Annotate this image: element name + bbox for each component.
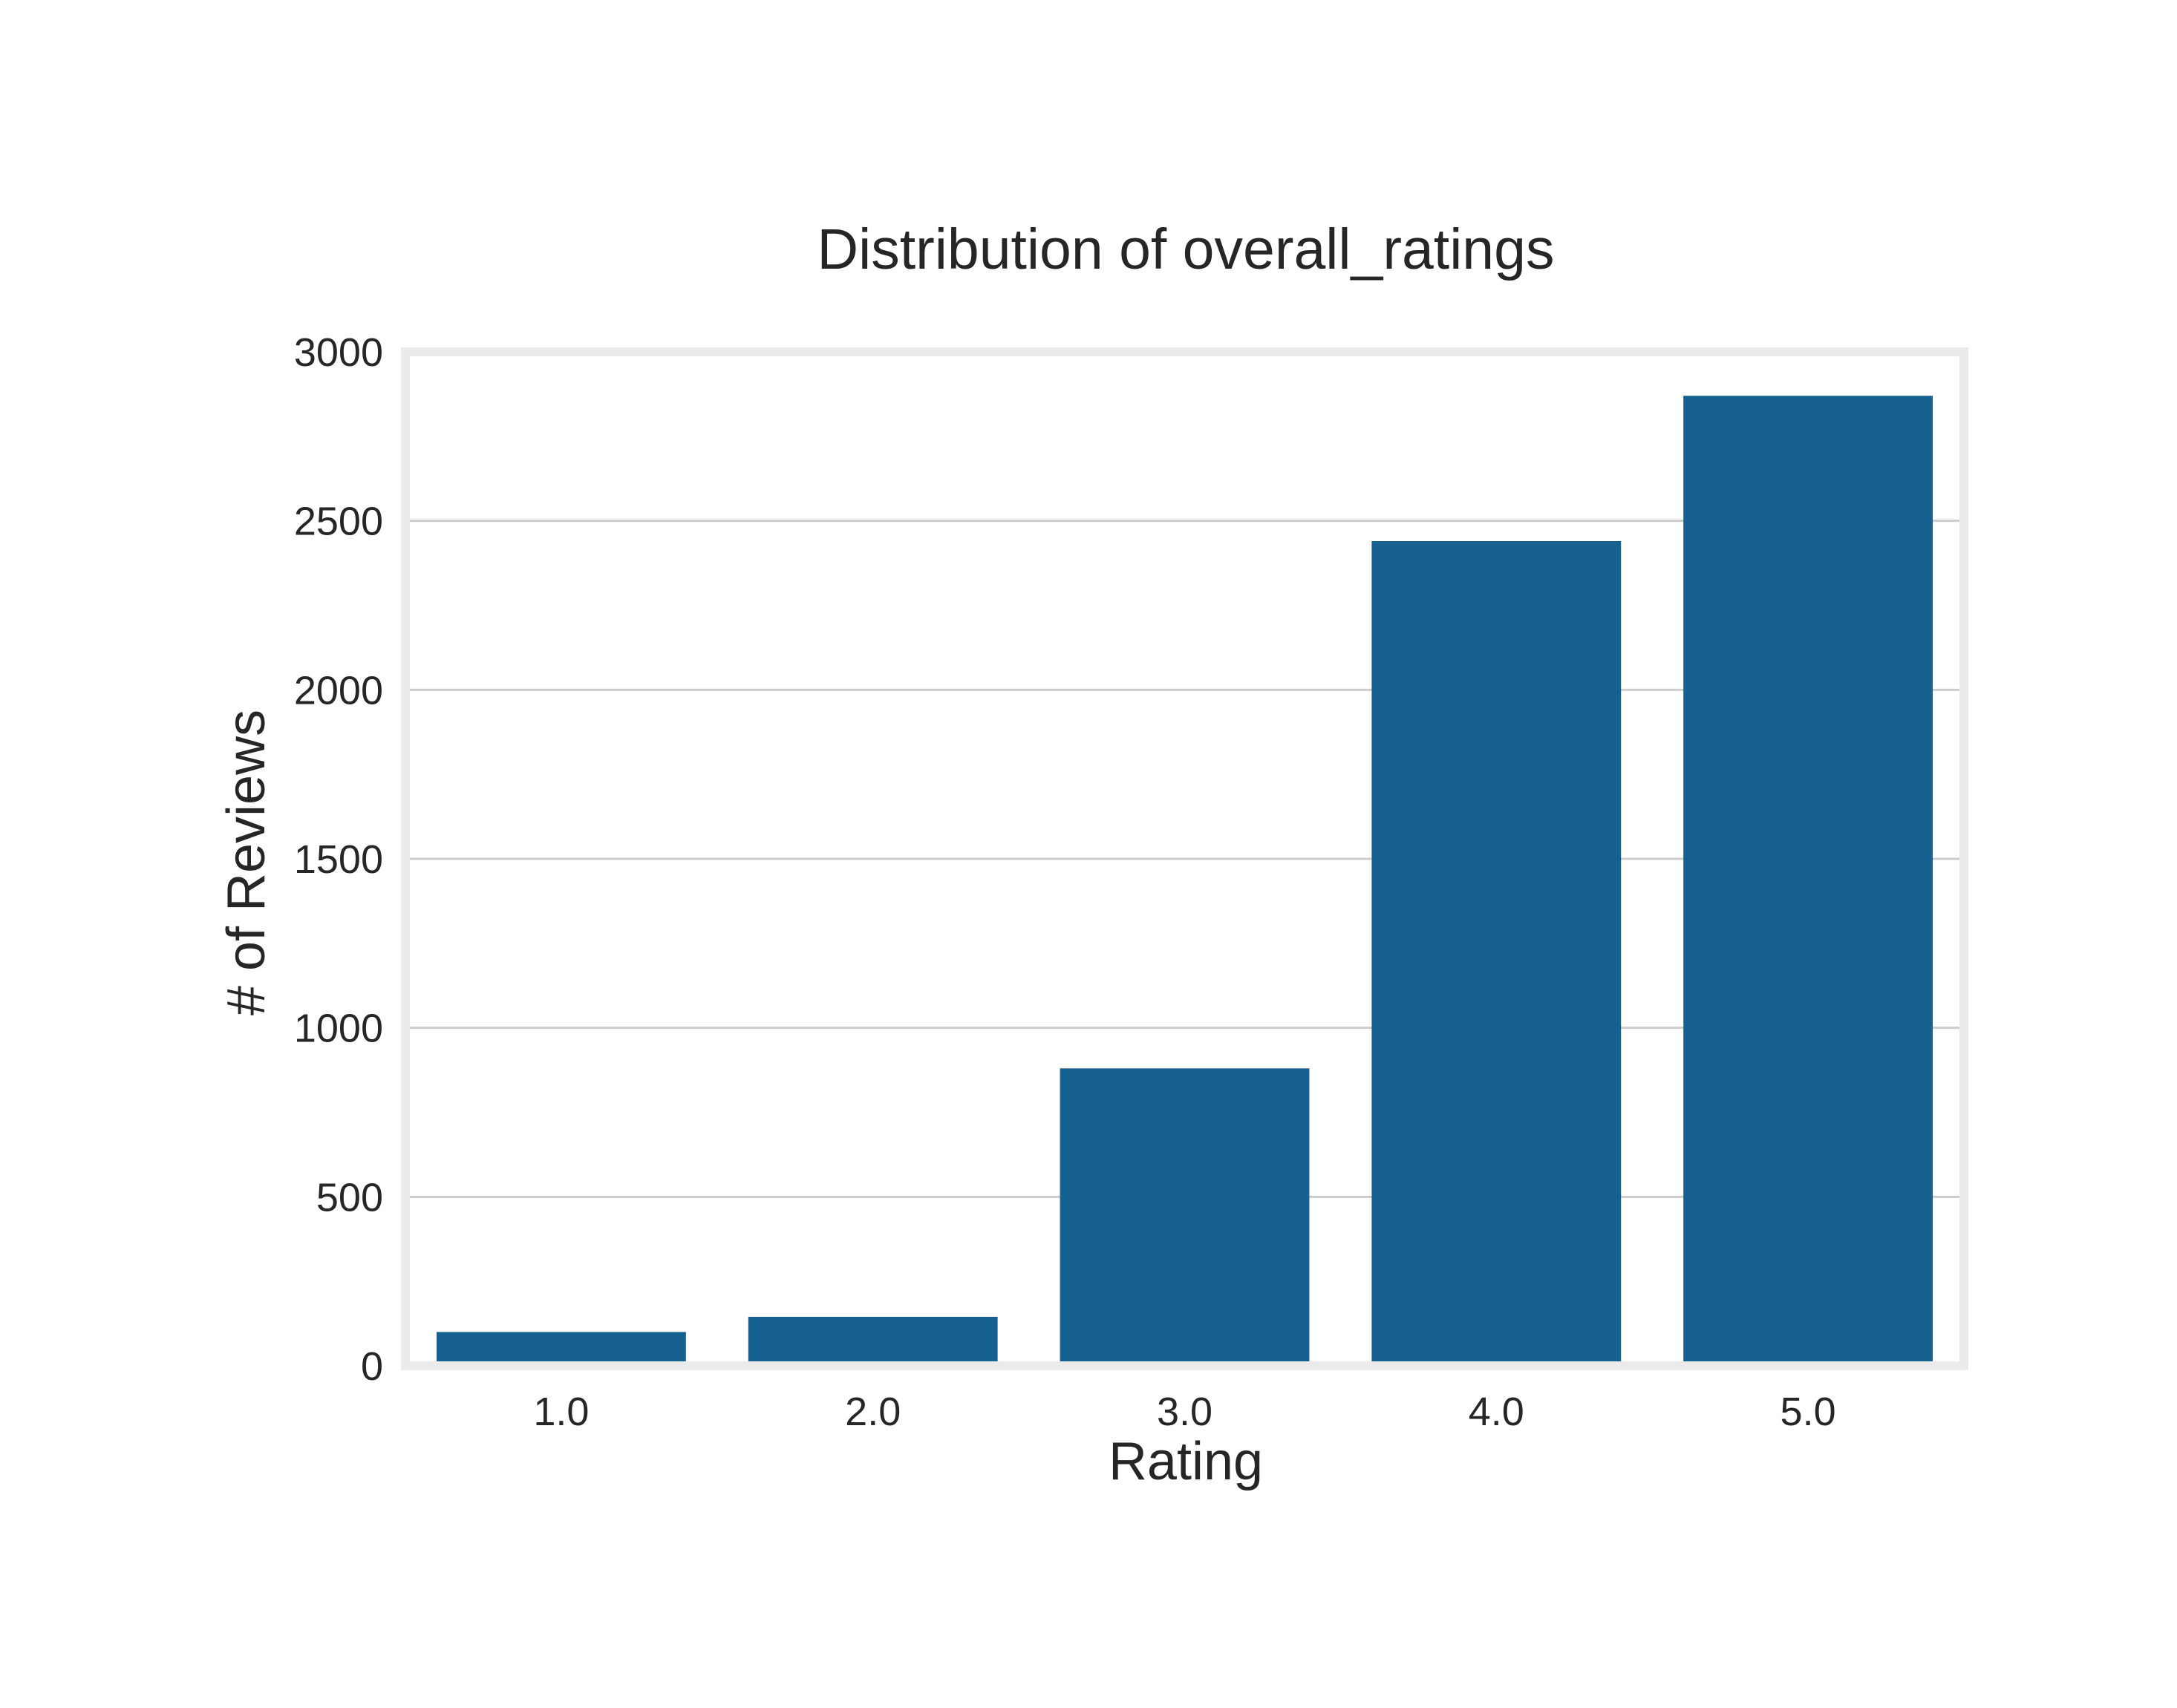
bar-3.0 bbox=[1060, 1068, 1310, 1366]
chart-title: Distribution of overall_ratings bbox=[817, 217, 1555, 281]
x-tick-label: 3.0 bbox=[1157, 1390, 1212, 1434]
y-tick-label: 2500 bbox=[294, 500, 383, 544]
x-tick-label: 1.0 bbox=[533, 1390, 589, 1434]
x-tick-label: 2.0 bbox=[845, 1390, 901, 1434]
y-tick-label: 1000 bbox=[294, 1007, 383, 1051]
y-tick-labels: 0 500 1000 1500 2000 2500 3000 bbox=[294, 330, 383, 1389]
y-tick-label: 3000 bbox=[294, 330, 383, 375]
bar-4.0 bbox=[1371, 540, 1622, 1366]
bars bbox=[436, 396, 1933, 1366]
plot-frame bbox=[401, 347, 1968, 1370]
y-axis-label: # of Reviews bbox=[217, 710, 276, 1015]
x-tick-labels: 1.0 2.0 3.0 4.0 5.0 bbox=[533, 1390, 1835, 1434]
x-tick-label: 4.0 bbox=[1469, 1390, 1524, 1434]
y-tick-label: 1500 bbox=[294, 837, 383, 882]
y-tick-label: 500 bbox=[316, 1175, 383, 1220]
y-tick-label: 0 bbox=[361, 1344, 383, 1389]
bar-5.0 bbox=[1683, 396, 1933, 1366]
x-tick-label: 5.0 bbox=[1781, 1390, 1836, 1434]
x-axis-label: Rating bbox=[1109, 1432, 1263, 1491]
y-tick-label: 2000 bbox=[294, 668, 383, 713]
bar-2.0 bbox=[748, 1316, 998, 1366]
bar-1.0 bbox=[436, 1332, 686, 1366]
